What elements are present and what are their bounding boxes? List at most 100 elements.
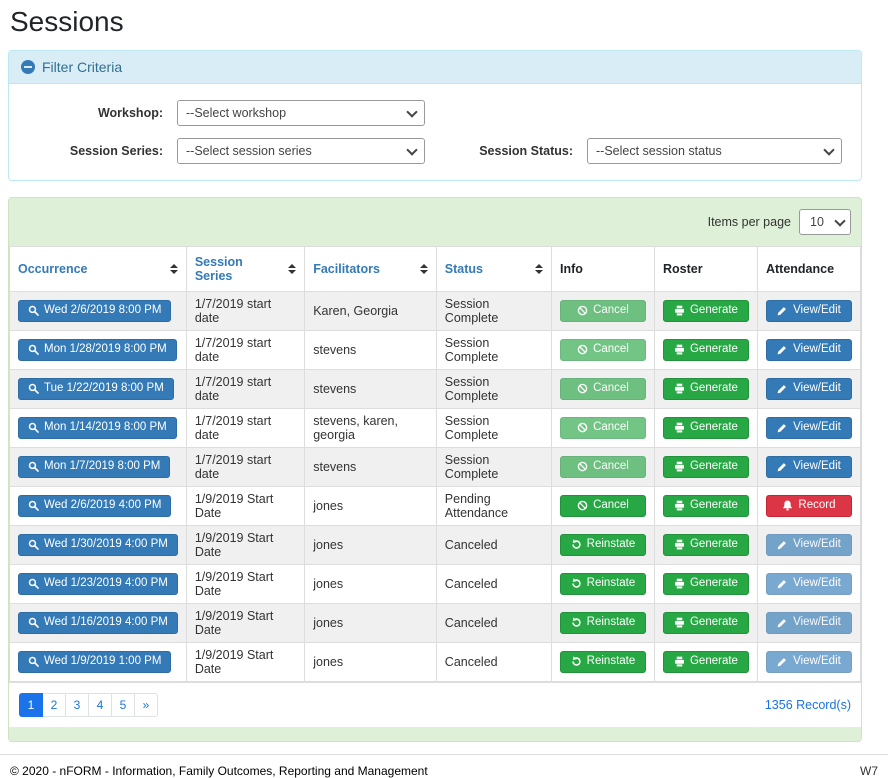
reinstate-button[interactable]: Reinstate — [559, 573, 646, 595]
status-cell: Session Complete — [435, 408, 552, 448]
view-edit-button[interactable]: View/Edit — [765, 300, 852, 322]
sort-icon[interactable] — [169, 264, 178, 274]
session-status-select[interactable]: --Select session status — [587, 138, 842, 164]
generate-button[interactable]: Generate — [662, 456, 749, 478]
facilitators-cell: jones — [304, 486, 437, 526]
cancel-button: Cancel — [559, 456, 646, 478]
pagination-bar: 1 2 3 4 5 » 1356 Record(s) — [9, 682, 861, 727]
status-cell: Canceled — [435, 603, 552, 643]
table-row: Mon 1/28/2019 8:00 PM 1/7/2019 start dat… — [9, 330, 862, 370]
facilitators-cell: jones — [304, 603, 437, 643]
reinstate-button[interactable]: Reinstate — [559, 612, 646, 634]
page-button-4[interactable]: 4 — [88, 693, 112, 717]
facilitators-cell: jones — [304, 525, 437, 565]
view-edit-button[interactable]: View/Edit — [765, 417, 852, 439]
occurrence-button[interactable]: Wed 1/30/2019 4:00 PM — [18, 534, 178, 556]
generate-button[interactable]: Generate — [662, 573, 749, 595]
occurrence-button[interactable]: Mon 1/7/2019 8:00 PM — [18, 456, 171, 478]
filter-panel-title: Filter Criteria — [42, 59, 123, 75]
session-series-cell: 1/7/2019 start date — [185, 447, 306, 487]
column-header-status[interactable]: Status — [435, 246, 552, 292]
facilitators-cell: stevens — [304, 447, 437, 487]
occurrence-button[interactable]: Wed 2/6/2019 8:00 PM — [18, 300, 172, 322]
facilitators-cell: jones — [304, 642, 437, 682]
sort-icon[interactable] — [419, 264, 428, 274]
session-series-select[interactable]: --Select session series — [177, 138, 425, 164]
filter-panel: Filter Criteria Workshop: --Select works… — [8, 50, 862, 181]
site-footer: © 2020 - nFORM - Information, Family Out… — [0, 754, 888, 778]
session-series-cell: 1/7/2019 start date — [185, 291, 306, 331]
table-row: Tue 1/22/2019 8:00 PM 1/7/2019 start dat… — [9, 369, 862, 409]
occurrence-button[interactable]: Wed 1/23/2019 4:00 PM — [18, 573, 178, 595]
filter-panel-body: Workshop: --Select workshop Session Seri… — [9, 84, 861, 180]
view-edit-button[interactable]: View/Edit — [765, 378, 852, 400]
status-cell: Session Complete — [435, 330, 552, 370]
filter-panel-header[interactable]: Filter Criteria — [9, 51, 861, 84]
page-button-next[interactable]: » — [134, 693, 158, 717]
column-header-occurrence[interactable]: Occurrence — [9, 246, 187, 292]
session-series-cell: 1/7/2019 start date — [185, 369, 306, 409]
facilitators-cell: stevens — [304, 369, 437, 409]
session-series-cell: 1/7/2019 start date — [185, 408, 306, 448]
cancel-button[interactable]: Cancel — [559, 495, 646, 517]
session-series-cell: 1/9/2019 Start Date — [185, 564, 306, 604]
view-edit-button[interactable]: View/Edit — [765, 456, 852, 478]
column-header-roster: Roster — [653, 246, 758, 292]
table-row: Wed 1/23/2019 4:00 PM 1/9/2019 Start Dat… — [9, 564, 862, 604]
column-header-session-series[interactable]: Session Series — [185, 246, 306, 292]
record-count: 1356 Record(s) — [764, 698, 851, 712]
table-row: Wed 1/30/2019 4:00 PM 1/9/2019 Start Dat… — [9, 525, 862, 565]
occurrence-button[interactable]: Mon 1/28/2019 8:00 PM — [18, 339, 177, 361]
occurrence-button[interactable]: Wed 2/6/2019 4:00 PM — [18, 495, 172, 517]
page-button-2[interactable]: 2 — [42, 693, 66, 717]
items-per-page-label: Items per page — [707, 215, 791, 229]
page-button-5[interactable]: 5 — [111, 693, 135, 717]
cancel-button: Cancel — [559, 300, 646, 322]
column-header-info: Info — [550, 246, 655, 292]
sort-icon[interactable] — [288, 264, 297, 274]
reinstate-button[interactable]: Reinstate — [559, 651, 646, 673]
session-series-cell: 1/9/2019 Start Date — [185, 486, 306, 526]
generate-button[interactable]: Generate — [662, 612, 749, 634]
table-row: Wed 1/9/2019 1:00 PM 1/9/2019 Start Date… — [9, 642, 862, 682]
environment-label: W7 — [860, 764, 878, 778]
generate-button[interactable]: Generate — [662, 651, 749, 673]
workshop-label: Workshop: — [97, 106, 163, 120]
table-row: Wed 2/6/2019 8:00 PM 1/7/2019 start date… — [9, 291, 862, 331]
generate-button[interactable]: Generate — [662, 378, 749, 400]
cancel-button: Cancel — [559, 417, 646, 439]
record-button[interactable]: Record — [765, 495, 852, 517]
generate-button[interactable]: Generate — [662, 495, 749, 517]
occurrence-button[interactable]: Mon 1/14/2019 8:00 PM — [18, 417, 177, 439]
reinstate-button[interactable]: Reinstate — [559, 534, 646, 556]
table-row: Mon 1/7/2019 8:00 PM 1/7/2019 start date… — [9, 447, 862, 487]
copyright-text: © 2020 - nFORM - Information, Family Out… — [10, 764, 428, 778]
generate-button[interactable]: Generate — [662, 534, 749, 556]
column-header-facilitators[interactable]: Facilitators — [304, 246, 437, 292]
occurrence-button[interactable]: Wed 1/16/2019 4:00 PM — [18, 612, 178, 634]
table-row: Wed 1/16/2019 4:00 PM 1/9/2019 Start Dat… — [9, 603, 862, 643]
status-cell: Session Complete — [435, 291, 552, 331]
column-header-attendance: Attendance — [756, 246, 862, 292]
items-per-page-select[interactable]: 10 — [799, 209, 851, 235]
occurrence-button[interactable]: Tue 1/22/2019 8:00 PM — [18, 378, 174, 400]
pagination: 1 2 3 4 5 » — [19, 693, 158, 717]
facilitators-cell: Karen, Georgia — [304, 291, 437, 331]
session-status-label: Session Status: — [479, 144, 573, 158]
workshop-select[interactable]: --Select workshop — [177, 100, 425, 126]
session-series-cell: 1/9/2019 Start Date — [185, 603, 306, 643]
page-button-1[interactable]: 1 — [19, 693, 43, 717]
cancel-button: Cancel — [559, 378, 646, 400]
sort-icon[interactable] — [534, 264, 543, 274]
session-series-cell: 1/7/2019 start date — [185, 330, 306, 370]
view-edit-button[interactable]: View/Edit — [765, 339, 852, 361]
view-edit-button: View/Edit — [765, 612, 852, 634]
table-header-row: Occurrence Session Series Facilitators S… — [9, 246, 862, 292]
collapse-minus-icon[interactable] — [21, 60, 35, 74]
generate-button[interactable]: Generate — [662, 417, 749, 439]
page-button-3[interactable]: 3 — [65, 693, 89, 717]
generate-button[interactable]: Generate — [662, 339, 749, 361]
occurrence-button[interactable]: Wed 1/9/2019 1:00 PM — [18, 651, 172, 673]
status-cell: Canceled — [435, 525, 552, 565]
generate-button[interactable]: Generate — [662, 300, 749, 322]
